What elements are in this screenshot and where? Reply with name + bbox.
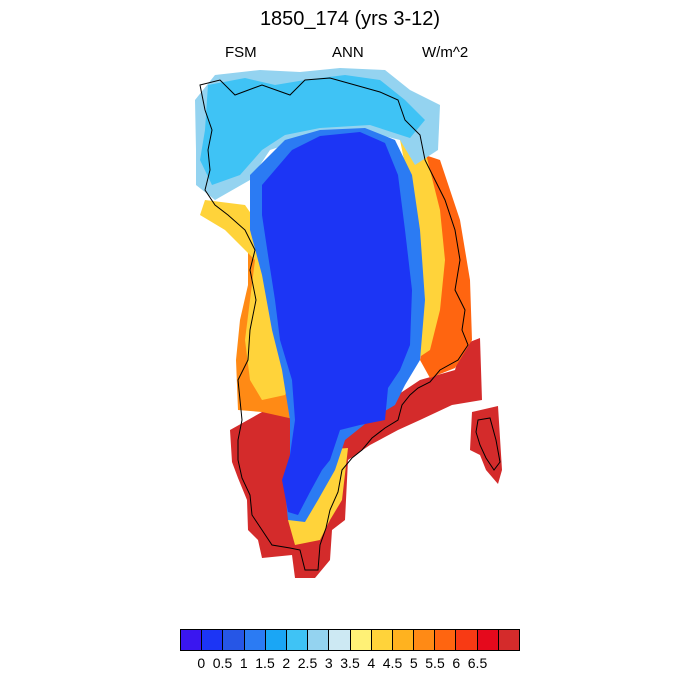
colorbar-box: [350, 630, 372, 650]
colorbar-tick-label: 5.5: [425, 655, 445, 671]
colorbar-box: [477, 630, 499, 650]
colorbar-box: [265, 630, 287, 650]
colorbar-tick-label: 1: [239, 655, 248, 671]
colorbar-tick-label: 6.5: [467, 655, 488, 671]
colorbar-tick-label: 3: [324, 655, 333, 671]
colorbar-box: [244, 630, 266, 650]
colorbar-tick-label: 3.5: [340, 655, 360, 671]
colorbar-box: [329, 630, 351, 650]
colorbar-box: [202, 630, 224, 650]
island-outline: [475, 417, 501, 471]
colorbar-box: [308, 630, 330, 650]
colorbar-tick-label: 6: [452, 655, 461, 671]
colorbar-tick-label: 0.5: [212, 655, 233, 671]
colorbar-tick-label: 4: [367, 655, 376, 671]
colorbar-box: [371, 630, 393, 650]
colorbar: [180, 629, 520, 651]
colorbar-tick-label: 5: [409, 655, 418, 671]
colorbar-box: [414, 630, 436, 650]
map-region-north-cyan: [200, 75, 425, 185]
map-region-interior-blue: [262, 132, 412, 515]
colorbar-box: [435, 630, 457, 650]
map-title: 1850_174 (yrs 3-12): [259, 8, 441, 30]
colorbar-tick-label: 2: [282, 655, 291, 671]
colorbar-labels: 0 0.5 1 1.5 2 2.5 3 3.5 4 4.5 5 5.5 6 6.5: [180, 655, 520, 673]
colorbar-box: [498, 630, 519, 650]
variable-label: FSM: [225, 44, 257, 61]
map-region-west-yellow: [200, 200, 296, 400]
colorbar-box: [223, 630, 245, 650]
colorbar-tick-label: 1.5: [255, 655, 275, 671]
units-label: W/m^2: [422, 44, 469, 61]
colorbar-box: [392, 630, 415, 650]
coastline-outline: [199, 77, 469, 571]
map-region-island: [470, 406, 502, 484]
colorbar-box: [286, 630, 309, 650]
colorbar-tick-label: 0: [197, 655, 206, 671]
season-label: ANN: [332, 44, 364, 61]
colorbar-box: [181, 630, 203, 650]
colorbar-box: [456, 630, 478, 650]
colorbar-tick-label: 2.5: [297, 655, 318, 671]
colorbar-tick-label: 4.5: [382, 655, 403, 671]
